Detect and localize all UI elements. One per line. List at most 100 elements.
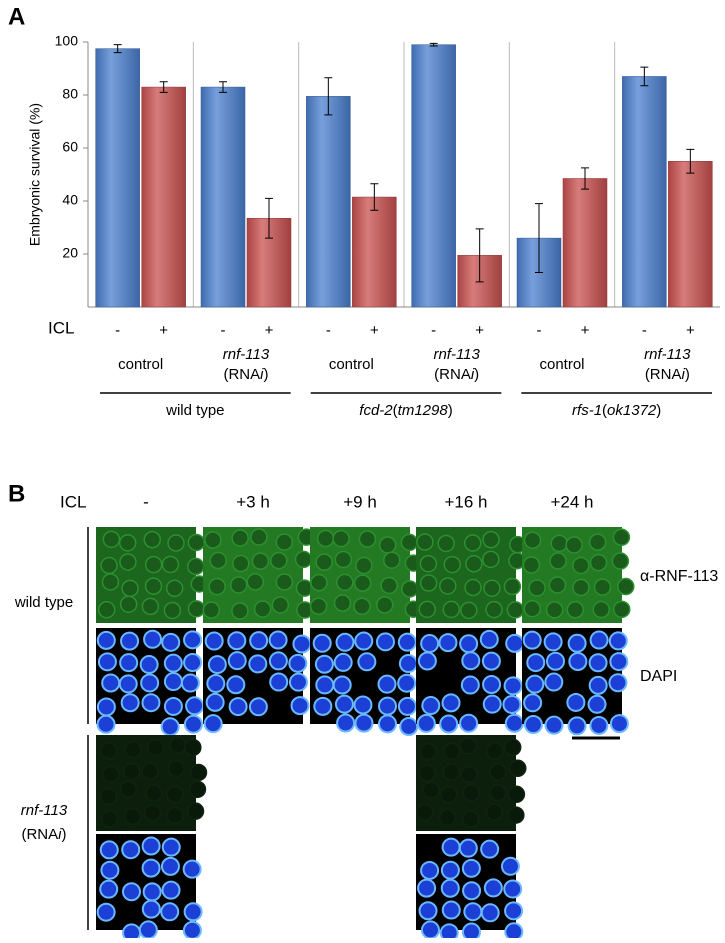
nucleus [439, 923, 459, 943]
nucleus [438, 633, 458, 653]
genotype-label: fcd-2(tm1298) [359, 402, 452, 419]
nucleus [290, 696, 310, 716]
nucleus [96, 902, 116, 922]
y-tick-label: 60 [62, 139, 78, 155]
nucleus [160, 717, 180, 737]
cell-outline [246, 573, 265, 591]
icl-marker: + [686, 322, 695, 339]
column-label: +9 h [343, 492, 377, 511]
error-bar [581, 167, 589, 190]
cell-outline [270, 551, 288, 570]
cell-outline [418, 600, 437, 619]
nucleus [420, 920, 440, 940]
row-label-part: (RNA [21, 826, 58, 843]
y-tick-label: 40 [62, 192, 78, 208]
nucleus [160, 856, 180, 876]
cell-outline [209, 551, 227, 570]
genotype-label: wild type [165, 402, 224, 419]
cell-outline [400, 533, 419, 552]
nucleus [416, 713, 436, 733]
icl-marker: - [537, 322, 542, 339]
cell-outline [416, 803, 434, 822]
cell-outline [592, 600, 611, 619]
column-label: +3 h [236, 492, 270, 511]
bar [622, 76, 667, 308]
cell-outline [124, 807, 142, 826]
nucleus [397, 673, 417, 693]
row-label-part: rnf-113 [21, 802, 68, 819]
cell-outline [565, 536, 583, 554]
cell-outline [485, 803, 504, 821]
nucleus [141, 899, 161, 919]
cell-outline [97, 600, 116, 619]
cell-outline [166, 785, 184, 804]
cell-outline [161, 555, 180, 574]
nucleus [288, 672, 308, 692]
cell-outline [336, 573, 354, 592]
nucleus [526, 653, 546, 673]
nucleus [335, 632, 355, 652]
nucleus [523, 693, 543, 713]
cell-outline [507, 806, 525, 824]
nucleus [248, 654, 268, 674]
nucleus [440, 878, 460, 898]
cell-outline [188, 780, 207, 799]
nucleus [120, 631, 140, 651]
group-label-part: ) [474, 366, 479, 383]
nucleus [269, 672, 289, 692]
group-label-part: rnf-113 [644, 346, 691, 363]
bar [411, 44, 456, 308]
nucleus [334, 694, 354, 714]
genotype-label-part: wild type [165, 402, 224, 419]
cell-outline [612, 528, 631, 547]
cell-outline [589, 553, 608, 572]
nucleus [375, 632, 395, 652]
nucleus [183, 902, 203, 922]
cell-outline [253, 600, 272, 618]
genotype-label: rfs-1(ok1372) [572, 402, 661, 419]
nucleus [504, 901, 524, 921]
nucleus [504, 713, 524, 733]
nucleus [441, 693, 461, 713]
cell-outline [119, 553, 137, 571]
nucleus [439, 714, 459, 734]
nucleus [461, 651, 481, 671]
cell-outline [100, 810, 119, 828]
cell-outline [208, 577, 226, 596]
group-label-part: ) [264, 366, 269, 383]
genotype-label-part: tm1298 [398, 402, 449, 419]
nucleus [333, 652, 353, 672]
cell-outline [102, 765, 120, 783]
blue-micrograph [96, 834, 203, 943]
nucleus [163, 653, 183, 673]
cell-outline [440, 785, 458, 804]
bar [141, 86, 186, 308]
cell-outline [503, 738, 522, 757]
error-bar [370, 183, 379, 211]
error-bar [265, 197, 273, 239]
green-micrograph [202, 527, 316, 623]
nucleus [336, 713, 356, 733]
blue-micrograph [416, 834, 524, 943]
nucleus [121, 840, 141, 860]
nucleus [203, 714, 223, 734]
nucleus [119, 653, 139, 673]
row-header: ICL [60, 492, 86, 511]
cell-outline [250, 528, 268, 546]
cell-outline [572, 578, 590, 597]
cell-outline [101, 573, 120, 591]
cell-outline [119, 595, 138, 613]
cell-outline [231, 602, 249, 620]
nucleus [332, 675, 352, 695]
nucleus [461, 858, 481, 878]
cell-outline [100, 742, 118, 760]
nucleus [398, 654, 418, 674]
nucleus [399, 716, 419, 736]
panel-label: B [8, 480, 25, 507]
cell-outline [251, 552, 270, 570]
nucleus [587, 694, 607, 714]
cell-outline [419, 574, 438, 592]
nucleus [482, 694, 502, 714]
cell-outline [231, 529, 249, 547]
cell-outline [460, 765, 479, 784]
